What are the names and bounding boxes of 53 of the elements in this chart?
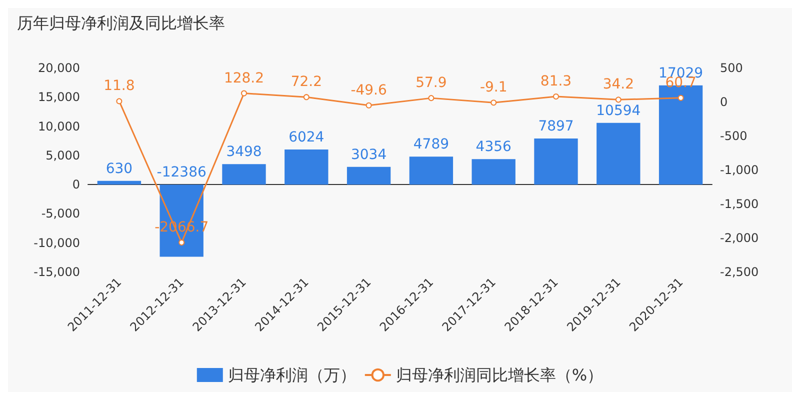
y2-tick-label: -2,500 [720, 265, 759, 279]
point [553, 93, 559, 100]
data-label: 11.8 [104, 78, 135, 94]
y2-tick-label: -2,000 [720, 231, 759, 245]
y-tick-label: -5,000 [41, 206, 80, 221]
data-label: 4356 [476, 139, 512, 156]
bar [409, 156, 454, 185]
data-label: 4789 [413, 136, 450, 153]
bar [534, 138, 578, 185]
y2-tick-label: 500 [720, 61, 743, 75]
y2-tick-label: -1,500 [720, 197, 759, 211]
bar [284, 149, 328, 185]
y-tick-label: -15,000 [34, 265, 80, 279]
point [178, 240, 185, 246]
data-label: -12386 [156, 164, 206, 181]
point [116, 98, 122, 104]
data-label: 6024 [288, 129, 324, 146]
bar [222, 164, 266, 185]
data-label: -49.6 [350, 82, 387, 98]
point [241, 90, 247, 96]
data-label: 34.2 [602, 76, 634, 93]
data-label: 128.2 [224, 70, 264, 86]
y-tick-label: -10,000 [34, 236, 80, 250]
data-label: 3034 [350, 146, 387, 163]
bar [472, 159, 516, 185]
data-label: 630 [106, 160, 133, 177]
data-label: 72.2 [290, 74, 322, 90]
data-label: 10594 [596, 102, 641, 119]
y-tick-label: 5,000 [46, 148, 80, 162]
y2-tick-label: -500 [720, 129, 748, 143]
data-label: 7897 [538, 118, 574, 135]
y-tick-label: 15,000 [38, 90, 80, 104]
y-tick-label: 20,000 [38, 61, 80, 75]
point [366, 102, 372, 108]
bar [596, 122, 640, 185]
y2-tick-label: -1,000 [720, 163, 759, 177]
data-label: 57.9 [416, 75, 447, 92]
y2-tick-label: 0 [720, 95, 728, 109]
data-label: -9.1 [480, 80, 508, 96]
data-label: 81.3 [540, 73, 572, 90]
point [428, 95, 434, 102]
data-label: 3498 [226, 144, 262, 160]
y-tick-label: 0 [72, 178, 80, 192]
point [678, 94, 684, 101]
bar [346, 166, 391, 185]
legend-label: 归母净利润（万） [228, 366, 356, 384]
point [303, 94, 310, 100]
y-tick-label: 10,000 [38, 119, 80, 134]
bar [97, 180, 142, 185]
point [490, 100, 497, 106]
legend-label: 归母净利润同比增长率（%） [396, 366, 604, 384]
point [615, 96, 622, 103]
chart-title: 历年归母净利润及同比增长率 [17, 14, 225, 32]
